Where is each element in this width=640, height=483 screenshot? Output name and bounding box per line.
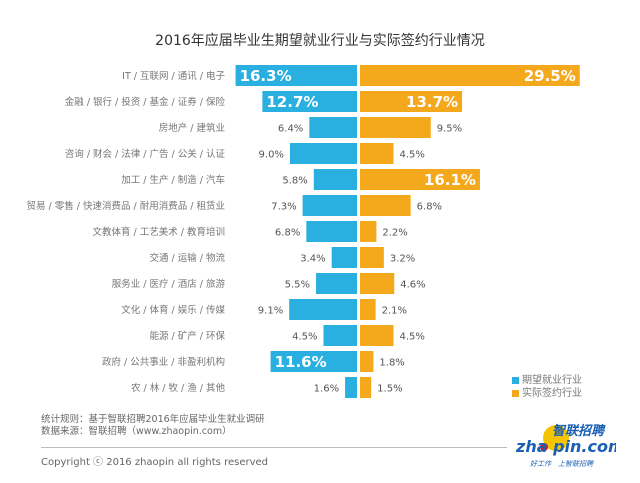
bar-expected	[262, 91, 357, 112]
category-label: 咨询 / 财会 / 法律 / 广告 / 公关 / 认证	[65, 148, 226, 160]
value-label-expected: 3.4%	[300, 254, 325, 265]
value-label-actual: 1.5%	[377, 384, 402, 395]
bar-actual	[360, 65, 580, 86]
value-label-expected: 4.5%	[292, 332, 317, 343]
value-label-actual: 29.5%	[524, 67, 576, 85]
legend-label: 期望就业行业	[522, 375, 582, 386]
zhaopin-logo: 智联招聘 zha pin.com 好工作 上智联招聘	[516, 423, 616, 468]
bar-actual	[360, 351, 374, 372]
bar-expected	[302, 195, 357, 216]
category-label: 文教体育 / 工艺美术 / 教育培训	[93, 226, 225, 238]
legend-swatch	[512, 389, 519, 397]
bar-actual	[360, 169, 480, 190]
value-label-actual: 16.1%	[424, 171, 476, 189]
bar-actual	[360, 91, 463, 112]
legend-label: 实际签约行业	[522, 388, 582, 399]
bar-expected	[309, 117, 357, 138]
legend-item-actual: 实际签约行业	[512, 387, 582, 400]
category-label: 政府 / 公共事业 / 非盈利机构	[102, 356, 225, 368]
copyright: Copyright ⓒ 2016 zhaopin all rights rese…	[41, 457, 269, 468]
bar-actual	[360, 299, 376, 320]
value-label-expected: 9.1%	[258, 306, 283, 317]
bar-actual	[360, 325, 394, 346]
value-label-actual: 2.2%	[382, 228, 407, 239]
legend-swatch	[512, 376, 519, 384]
bar-expected	[313, 169, 357, 190]
bar-chart: IT / 互联网 / 通讯 / 电子 16.3% 29.5% 金融 / 银行 / 投资…	[27, 65, 580, 398]
value-label-actual: 13.7%	[406, 93, 458, 111]
value-label-expected: 7.3%	[271, 202, 296, 213]
svg-text:好工作 上智联招聘: 好工作 上智联招聘	[530, 460, 594, 468]
value-label-expected: 9.0%	[259, 150, 284, 161]
value-label-actual: 3.2%	[390, 254, 415, 265]
value-label-actual: 4.5%	[400, 332, 425, 343]
bar-actual	[360, 143, 394, 164]
chart-title: 2016年应届毕业生期望就业行业与实际签约行业情况	[155, 33, 485, 49]
bar-expected	[270, 351, 357, 372]
data-source: 数据来源：智联招聘（www.zhaopin.com）	[41, 426, 232, 437]
svg-text:智联招聘: 智联招聘	[552, 423, 606, 439]
legend: 期望就业行业 实际签约行业	[512, 374, 582, 400]
value-label-actual: 6.8%	[417, 202, 442, 213]
category-label: 能源 / 矿产 / 环保	[150, 330, 226, 342]
bar-expected	[235, 65, 357, 86]
value-label-expected: 5.5%	[285, 280, 310, 291]
value-label-actual: 9.5%	[437, 124, 462, 135]
legend-item-expected: 期望就业行业	[512, 374, 582, 387]
bar-expected	[345, 377, 357, 398]
value-label-expected: 6.4%	[278, 124, 303, 135]
bar-actual	[360, 377, 372, 398]
stat-rule: 统计规则：基于智联招聘2016年应届毕业生就业调研	[41, 414, 265, 425]
value-label-actual: 4.6%	[400, 280, 425, 291]
bar-actual	[360, 273, 395, 294]
bar-actual	[360, 221, 377, 242]
category-label: 金融 / 银行 / 投资 / 基金 / 证券 / 保险	[65, 96, 226, 108]
bar-actual	[360, 247, 384, 268]
category-label: 农 / 林 / 牧 / 渔 / 其他	[131, 382, 225, 394]
svg-text:zha pin.com: zha pin.com	[516, 437, 616, 456]
bar-expected	[331, 247, 357, 268]
value-label-actual: 4.5%	[400, 150, 425, 161]
value-label-expected: 12.7%	[266, 93, 318, 111]
value-label-expected: 11.6%	[275, 353, 327, 371]
value-label-expected: 1.6%	[314, 384, 339, 395]
category-label: 房地产 / 建筑业	[159, 122, 225, 134]
value-label-actual: 2.1%	[382, 306, 407, 317]
footer-notes: 统计规则：基于智联招聘2016年应届毕业生就业调研 数据来源：智联招聘（www.…	[41, 414, 265, 438]
bar-expected	[316, 273, 357, 294]
value-label-actual: 1.8%	[379, 358, 404, 369]
category-label: 贸易 / 零售 / 快速消费品 / 耐用消费品 / 租赁业	[27, 200, 225, 212]
value-label-expected: 5.8%	[282, 176, 307, 187]
value-label-expected: 6.8%	[275, 228, 300, 239]
divider	[41, 447, 507, 448]
bar-expected	[306, 221, 357, 242]
category-label: 服务业 / 医疗 / 酒店 / 旅游	[112, 278, 226, 290]
category-label: 文化 / 体育 / 娱乐 / 传媒	[121, 304, 225, 316]
bar-expected	[323, 325, 357, 346]
bar-actual	[360, 117, 431, 138]
category-label: 加工 / 生产 / 制造 / 汽车	[121, 174, 225, 186]
category-label: IT / 互联网 / 通讯 / 电子	[122, 70, 225, 82]
bar-expected	[289, 143, 357, 164]
value-label-expected: 16.3%	[240, 67, 292, 85]
bar-expected	[289, 299, 357, 320]
category-label: 交通 / 运输 / 物流	[150, 252, 226, 264]
bar-actual	[360, 195, 411, 216]
